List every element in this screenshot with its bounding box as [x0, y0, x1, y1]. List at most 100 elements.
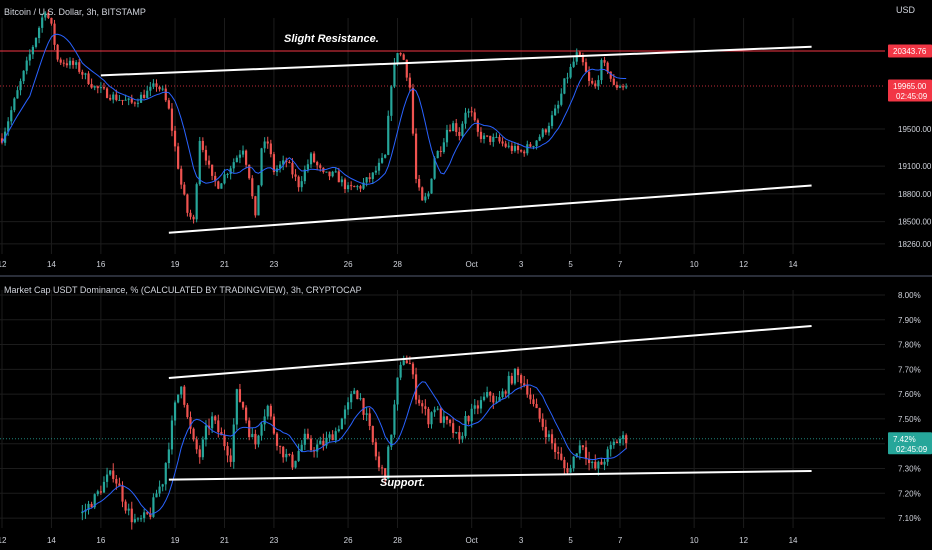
candle-body[interactable]: [544, 426, 547, 438]
candle-body[interactable]: [164, 463, 167, 485]
candle-body[interactable]: [143, 94, 146, 98]
candle-body[interactable]: [84, 73, 87, 75]
candle-body[interactable]: [124, 501, 127, 511]
candle-body[interactable]: [402, 360, 405, 365]
candle-body[interactable]: [377, 456, 381, 468]
candle-body[interactable]: [214, 175, 217, 182]
candle-body[interactable]: [257, 185, 260, 216]
candle-body[interactable]: [346, 402, 350, 410]
candle-body[interactable]: [600, 461, 603, 465]
candle-body[interactable]: [105, 474, 109, 482]
candle-body[interactable]: [282, 446, 285, 458]
candle-body[interactable]: [152, 83, 155, 87]
candle-body[interactable]: [229, 455, 232, 462]
trendline[interactable]: [168, 324, 812, 380]
candle-body[interactable]: [37, 27, 41, 39]
candle-body[interactable]: [331, 171, 334, 177]
candle-body[interactable]: [470, 408, 473, 422]
candle-body[interactable]: [516, 145, 520, 151]
candle-body[interactable]: [183, 386, 186, 405]
candle-body[interactable]: [217, 420, 220, 433]
candle-body[interactable]: [102, 87, 106, 89]
candle-body[interactable]: [319, 165, 322, 168]
candle-body[interactable]: [470, 111, 473, 113]
candle-body[interactable]: [186, 194, 189, 213]
candle-body[interactable]: [272, 416, 276, 434]
candle-body[interactable]: [408, 363, 411, 365]
candle-body[interactable]: [362, 182, 365, 189]
candle-body[interactable]: [223, 435, 226, 447]
candle-body[interactable]: [254, 196, 257, 216]
candle-body[interactable]: [414, 133, 418, 179]
candle-body[interactable]: [390, 434, 393, 447]
candle-body[interactable]: [328, 434, 331, 438]
candle-body[interactable]: [245, 407, 248, 421]
candle-body[interactable]: [529, 144, 532, 147]
candle-body[interactable]: [603, 60, 606, 63]
candle-body[interactable]: [421, 187, 424, 201]
candle-body[interactable]: [418, 178, 421, 188]
candle-body[interactable]: [427, 193, 430, 197]
candle-body[interactable]: [31, 46, 34, 55]
candle-body[interactable]: [229, 168, 232, 174]
candle-body[interactable]: [112, 470, 115, 479]
candle-body[interactable]: [334, 171, 337, 173]
candle-body[interactable]: [99, 87, 102, 89]
candle-body[interactable]: [340, 179, 343, 183]
candle-body[interactable]: [408, 77, 411, 88]
candle-body[interactable]: [251, 178, 254, 197]
candle-body[interactable]: [498, 397, 501, 402]
candle-body[interactable]: [303, 169, 306, 182]
candle-body[interactable]: [303, 433, 306, 445]
candle-body[interactable]: [387, 446, 390, 480]
candle-body[interactable]: [158, 486, 161, 494]
candle-body[interactable]: [291, 454, 294, 468]
candle-body[interactable]: [136, 102, 140, 104]
candle-body[interactable]: [269, 405, 272, 417]
candle-body[interactable]: [498, 136, 501, 142]
candle-body[interactable]: [467, 111, 470, 113]
candle-body[interactable]: [7, 121, 10, 132]
candle-body[interactable]: [59, 59, 62, 63]
candle-body[interactable]: [560, 93, 563, 105]
candle-body[interactable]: [121, 99, 124, 101]
candle-body[interactable]: [201, 439, 204, 458]
candle-body[interactable]: [594, 83, 597, 87]
candle-body[interactable]: [393, 63, 396, 87]
candle-body[interactable]: [418, 399, 421, 404]
candle-body[interactable]: [486, 135, 489, 137]
candle-body[interactable]: [167, 100, 170, 109]
candle-body[interactable]: [99, 491, 102, 493]
candle-body[interactable]: [149, 513, 152, 517]
btc-price-pane[interactable]: 18260.00 18500.00 18800.00 19100.00 19500.00…: [0, 10, 932, 254]
candle-body[interactable]: [177, 394, 180, 403]
candle-body[interactable]: [612, 441, 615, 446]
candle-body[interactable]: [368, 413, 371, 427]
candle-body[interactable]: [334, 431, 337, 441]
candle-body[interactable]: [597, 461, 600, 469]
candle-body[interactable]: [136, 518, 140, 520]
candle-body[interactable]: [331, 434, 334, 441]
candle-body[interactable]: [173, 130, 177, 147]
candle-body[interactable]: [476, 120, 479, 132]
candle-body[interactable]: [387, 115, 390, 155]
candle-body[interactable]: [16, 90, 19, 99]
candle-body[interactable]: [405, 360, 408, 364]
candle-body[interactable]: [563, 459, 566, 469]
candle-body[interactable]: [118, 483, 121, 486]
candle-body[interactable]: [393, 404, 396, 435]
candle-body[interactable]: [557, 452, 560, 454]
candle-body[interactable]: [399, 364, 402, 378]
candle-body[interactable]: [285, 160, 288, 163]
candle-body[interactable]: [214, 416, 217, 421]
candle-body[interactable]: [606, 449, 609, 462]
candle-body[interactable]: [211, 164, 214, 176]
candle-body[interactable]: [34, 38, 38, 47]
candle-body[interactable]: [424, 406, 427, 409]
candle-body[interactable]: [606, 62, 609, 72]
candle-body[interactable]: [149, 86, 152, 91]
candle-body[interactable]: [337, 429, 340, 432]
candle-body[interactable]: [544, 129, 547, 133]
candle-body[interactable]: [248, 420, 251, 438]
candle-body[interactable]: [115, 94, 118, 101]
